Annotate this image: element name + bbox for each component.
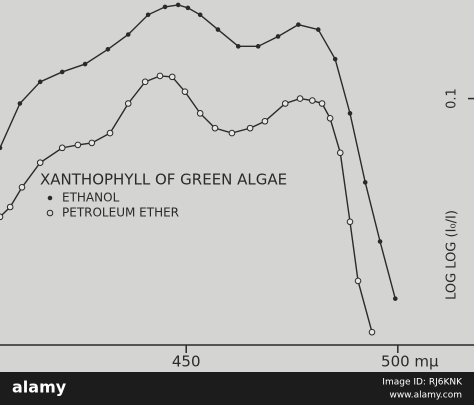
data-point	[346, 218, 354, 226]
data-point	[168, 73, 176, 81]
data-point	[318, 100, 326, 107]
data-point	[106, 129, 114, 137]
data-point	[18, 183, 26, 191]
data-point	[197, 12, 203, 18]
data-point	[37, 79, 43, 85]
legend-label: PETROLEUM ETHER	[62, 206, 179, 220]
data-point	[36, 159, 44, 166]
y-axis-label: LOG LOG (I₀/I)	[445, 210, 460, 300]
data-point	[228, 129, 236, 137]
data-point	[362, 180, 368, 185]
legend-marker	[46, 209, 54, 217]
data-point	[246, 124, 254, 132]
data-point	[296, 95, 304, 102]
data-point	[211, 124, 219, 132]
data-point	[124, 100, 132, 107]
data-point	[6, 203, 14, 211]
data-point	[88, 139, 96, 147]
data-point	[309, 97, 316, 104]
data-point	[315, 27, 321, 32]
data-point	[196, 110, 204, 117]
data-point	[156, 72, 164, 80]
data-point	[185, 5, 191, 11]
data-point	[235, 44, 241, 49]
data-point	[347, 111, 353, 116]
data-point	[332, 56, 338, 62]
legend-label: ETHANOL	[62, 191, 120, 205]
data-point	[58, 144, 66, 152]
data-point	[392, 296, 398, 301]
legend-marker	[47, 195, 53, 201]
watermark-bar	[0, 372, 474, 405]
series-line	[0, 75, 373, 333]
data-point	[377, 239, 383, 244]
y-tick-label: 0.1	[445, 88, 460, 109]
watermark-url: www.alamy.com	[389, 391, 462, 401]
data-point	[281, 100, 289, 107]
data-point	[354, 277, 362, 285]
data-point	[0, 145, 3, 151]
data-point	[296, 22, 301, 27]
data-point	[175, 2, 181, 8]
data-point	[162, 4, 168, 10]
data-point	[145, 12, 151, 18]
x-tick-label: 450	[172, 353, 201, 371]
data-point	[215, 27, 221, 32]
data-point	[105, 46, 111, 52]
x-tick-label: 500 mμ	[381, 353, 439, 371]
data-point	[125, 32, 131, 37]
data-point	[368, 328, 376, 336]
data-point	[181, 88, 189, 95]
watermark-brand: alamy	[12, 378, 67, 397]
watermark-id: Image ID: RJ6KNK	[382, 378, 463, 388]
data-point	[255, 44, 261, 49]
data-point	[336, 149, 344, 157]
data-point	[82, 61, 88, 67]
data-point	[17, 101, 23, 106]
data-point	[0, 213, 4, 221]
data-point	[141, 78, 149, 86]
data-point	[275, 34, 281, 39]
chart-title: XANTHOPHYLL OF GREEN ALGAE	[40, 171, 287, 189]
data-point	[326, 114, 334, 122]
data-point	[59, 69, 65, 75]
data-point	[74, 141, 82, 149]
data-point	[261, 117, 269, 125]
series-line	[0, 4, 396, 299]
